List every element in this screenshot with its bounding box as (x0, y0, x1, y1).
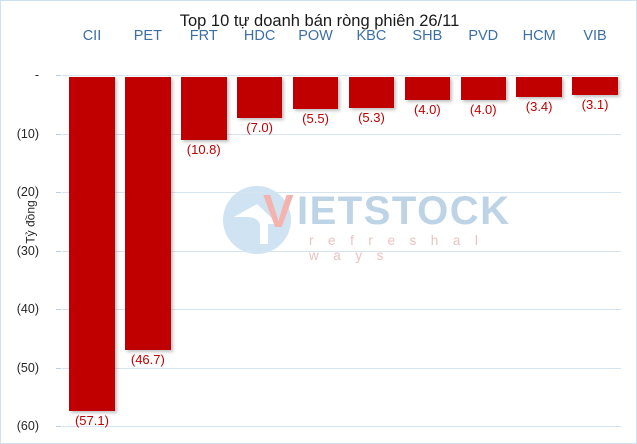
category-label-hcm: HCM (522, 28, 556, 44)
bar-value-label-hcm: (3.4) (525, 98, 553, 114)
category-label-pow: POW (298, 28, 333, 44)
bar-value-label-pet: (46.7) (130, 352, 165, 368)
bar-frt[interactable] (181, 77, 227, 141)
y-axis-tick (56, 426, 61, 427)
y-axis-tick-label: (10) (16, 126, 39, 141)
bar-value-label-frt: (10.8) (186, 142, 221, 158)
y-axis-title: Tỷ đồng (23, 200, 38, 244)
gridline (62, 426, 621, 427)
category-label-frt: FRT (189, 28, 218, 44)
plot-area: - (10) (20) (30) (40) (50) (60) (57.1) CII (46.7)… (17, 28, 621, 433)
y-axis-tick (56, 250, 61, 252)
bar-value-label-pvd: (4.0) (469, 102, 497, 118)
chart-title: Top 10 tự doanh bán ròng phiên 26/11 (179, 12, 460, 30)
bar-hcm[interactable] (516, 77, 562, 97)
bar-value-label-vib: (3.1) (581, 97, 609, 113)
category-label-vib: VIB (583, 28, 607, 44)
bar-cii[interactable] (69, 77, 115, 412)
category-label-pvd: PVD (468, 28, 499, 44)
y-axis-tick (56, 367, 61, 369)
bar-vib[interactable] (572, 77, 618, 96)
y-axis-tick-label: (30) (16, 243, 39, 258)
y-axis-tick-label: - (34, 68, 39, 82)
bar-value-label-pow: (5.5) (302, 111, 329, 127)
bar-hdc[interactable] (236, 77, 283, 118)
y-axis-tick-label: (50) (16, 360, 39, 375)
category-label-shb: SHB (412, 28, 443, 44)
y-axis-tick (56, 309, 61, 310)
bar-value-label-cii: (57.1) (74, 413, 109, 429)
bar-pvd[interactable] (460, 77, 506, 101)
y-axis-tick (56, 133, 61, 135)
category-label-pet: PET (133, 28, 162, 44)
bar-value-label-kbc: (5.3) (358, 110, 385, 125)
y-axis-tick-label: (20) (16, 185, 39, 199)
bar-pet[interactable] (125, 77, 171, 351)
gridline (62, 133, 621, 135)
bar-value-label-hdc: (7.0) (246, 119, 273, 135)
y-axis-tick (56, 192, 61, 193)
gridline (62, 367, 621, 369)
y-axis-tick-label: (60) (16, 419, 39, 433)
category-label-cii: CII (82, 28, 102, 44)
gridline (62, 192, 621, 193)
bar-shb[interactable] (404, 77, 451, 101)
y-axis-tick-label: (40) (16, 302, 39, 316)
category-label-kbc: KBC (356, 28, 387, 44)
gridline (62, 75, 621, 76)
bar-pow[interactable] (292, 77, 339, 110)
bar-kbc[interactable] (348, 77, 395, 108)
category-label-hdc: HDC (243, 28, 276, 44)
gridline (62, 309, 621, 310)
gridline (62, 250, 621, 252)
bar-value-label-shb: (4.0) (413, 102, 441, 118)
y-axis-tick (56, 75, 61, 76)
